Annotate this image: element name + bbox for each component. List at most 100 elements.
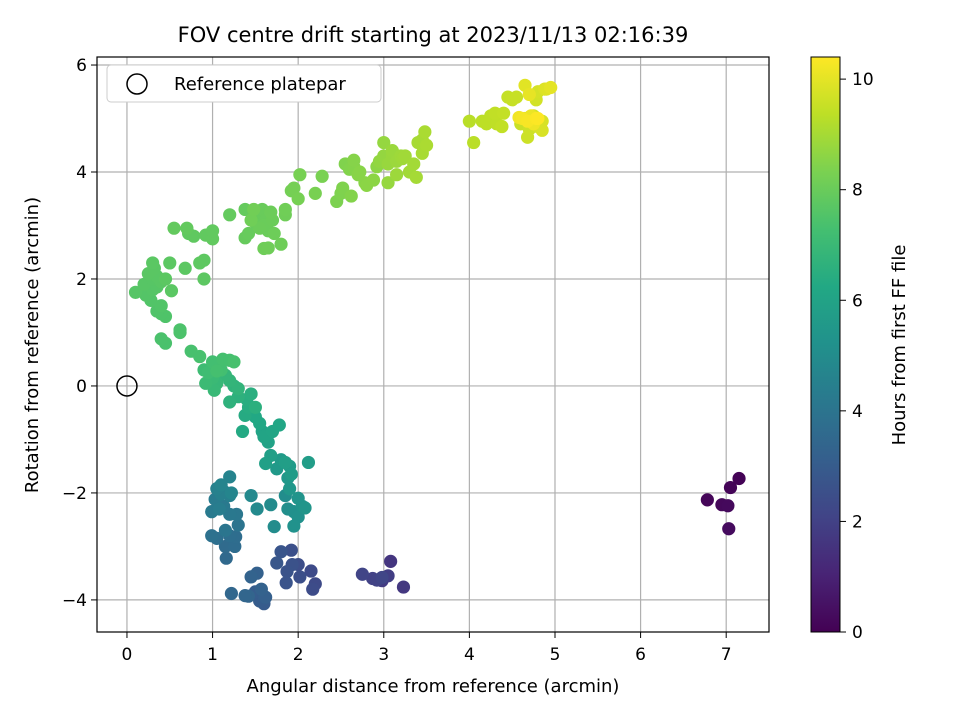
colorbar-tick-label: 10 xyxy=(852,70,874,90)
colorbar-tick-label: 4 xyxy=(852,402,863,422)
data-point xyxy=(223,470,237,484)
colorbar-tick-label: 8 xyxy=(852,181,863,201)
x-tick-label: 2 xyxy=(293,645,304,665)
data-point xyxy=(244,387,258,401)
data-point xyxy=(248,410,262,424)
data-point xyxy=(254,582,268,596)
data-point xyxy=(163,256,177,270)
data-point xyxy=(224,486,238,500)
y-axis-ticks: −4 −2 0 2 4 6 xyxy=(62,56,97,611)
data-point xyxy=(396,580,411,594)
data-point xyxy=(278,202,292,217)
data-point xyxy=(241,226,256,241)
x-tick-label: 1 xyxy=(207,645,218,665)
data-point xyxy=(197,272,211,286)
data-point xyxy=(375,570,389,585)
data-point xyxy=(418,125,432,139)
data-point xyxy=(366,173,381,187)
data-point xyxy=(248,400,262,414)
data-point xyxy=(462,114,476,128)
x-tick-label: 5 xyxy=(550,645,561,665)
data-point xyxy=(197,253,211,267)
data-point xyxy=(495,119,509,134)
data-point xyxy=(250,502,264,516)
legend-entry-label: Reference platepar xyxy=(174,74,346,95)
data-point xyxy=(522,87,536,102)
data-point xyxy=(244,570,258,584)
y-tick-label: 6 xyxy=(76,56,87,76)
data-point xyxy=(274,545,288,559)
colorbar: 0 2 4 6 8 10 Hours from first FF file xyxy=(810,56,910,643)
reference-platepar-point xyxy=(116,375,138,397)
data-point xyxy=(228,539,242,554)
data-point xyxy=(377,135,391,150)
colorbar-tick-label: 0 xyxy=(852,623,863,643)
x-tick-label: 6 xyxy=(635,645,646,665)
data-point xyxy=(419,138,434,152)
data-point xyxy=(261,241,275,255)
data-point xyxy=(167,221,181,235)
data-point xyxy=(280,564,294,579)
data-point xyxy=(205,529,219,543)
data-point xyxy=(308,186,322,200)
y-tick-label: 2 xyxy=(76,270,87,290)
data-point xyxy=(293,168,307,182)
y-axis-label: Rotation from reference (arcmin) xyxy=(22,197,43,493)
x-tick-label: 3 xyxy=(378,645,389,665)
x-tick-label: 7 xyxy=(721,645,732,665)
data-point xyxy=(218,539,233,554)
data-point xyxy=(315,169,329,183)
y-tick-label: 4 xyxy=(76,163,87,183)
data-point xyxy=(146,256,160,270)
data-point xyxy=(700,493,714,507)
data-point xyxy=(238,589,252,603)
data-point xyxy=(178,261,192,275)
legend-marker-icon xyxy=(126,73,148,95)
data-point xyxy=(205,224,220,238)
data-point xyxy=(398,149,412,163)
data-point xyxy=(244,489,258,503)
data-point xyxy=(283,482,297,496)
data-point xyxy=(336,181,350,195)
scatter-points xyxy=(128,78,746,611)
data-point xyxy=(732,471,746,486)
grid xyxy=(97,57,769,632)
data-point xyxy=(180,221,194,235)
legend-box xyxy=(106,64,382,103)
data-point xyxy=(247,202,261,217)
data-point xyxy=(253,221,267,235)
data-point xyxy=(293,570,307,584)
data-point xyxy=(721,499,735,513)
colorbar-tick-label: 2 xyxy=(852,512,863,532)
x-axis-label: Angular distance from reference (arcmin) xyxy=(247,676,620,697)
data-point xyxy=(259,456,273,471)
data-point xyxy=(267,226,281,241)
data-point xyxy=(214,478,228,492)
data-point xyxy=(227,355,241,369)
data-point xyxy=(128,285,143,299)
chart-title: FOV centre drift starting at 2023/11/13 … xyxy=(178,23,689,47)
data-point xyxy=(353,165,367,179)
data-point xyxy=(274,237,288,251)
data-point xyxy=(231,382,245,396)
data-point xyxy=(199,376,213,390)
colorbar-gradient xyxy=(810,56,841,633)
data-point xyxy=(291,491,305,505)
data-point xyxy=(267,520,281,534)
data-point xyxy=(381,176,395,190)
data-point xyxy=(544,80,558,95)
data-point xyxy=(218,523,233,537)
data-point xyxy=(722,522,736,536)
data-point xyxy=(347,153,361,167)
data-point xyxy=(390,168,404,182)
data-point xyxy=(173,323,187,337)
data-point xyxy=(270,556,284,570)
data-point xyxy=(212,502,227,516)
data-point xyxy=(407,157,421,171)
colorbar-label: Hours from first FF file xyxy=(889,245,910,446)
data-point xyxy=(224,586,238,601)
data-point xyxy=(344,189,358,203)
data-point xyxy=(154,299,168,313)
y-tick-label: −2 xyxy=(62,484,87,504)
